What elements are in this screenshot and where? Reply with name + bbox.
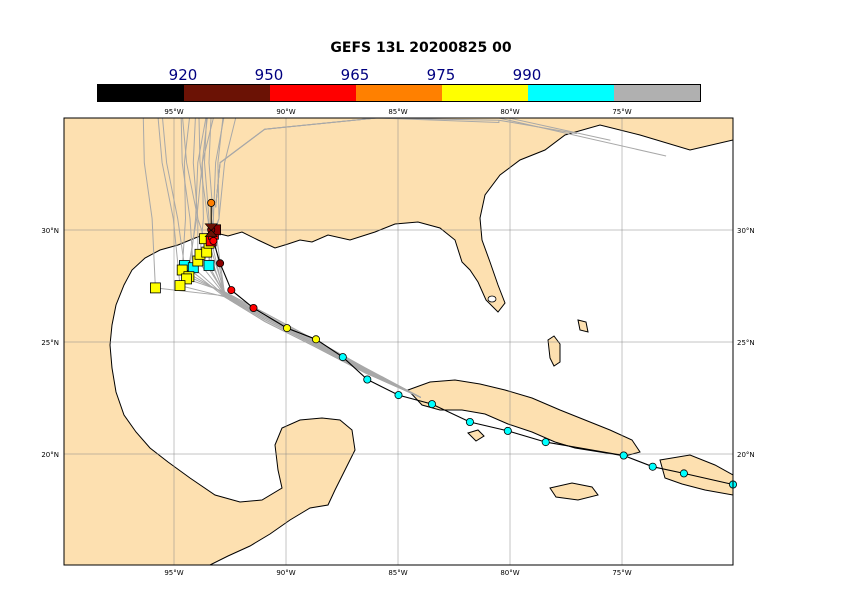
map-frame	[63, 117, 734, 566]
lat-tick-30n-right: 30°N	[737, 227, 755, 235]
track-point-10	[338, 353, 347, 362]
ensemble-endpoint-2	[203, 260, 215, 271]
ensemble-endpoint-5	[181, 273, 193, 285]
track-point-6	[465, 417, 474, 426]
lat-tick-30n-left: 30°N	[41, 227, 59, 235]
colorbar-segment-0	[98, 85, 184, 101]
track-point-14	[227, 286, 236, 295]
track-point-5	[503, 426, 512, 435]
lat-tick-25n-left: 25°N	[41, 339, 59, 347]
track-point-4	[541, 438, 550, 447]
track-point-18	[207, 198, 216, 207]
lat-tick-20n-left: 20°N	[41, 451, 59, 459]
lon-tick-80w-top: 80°W	[500, 108, 519, 116]
colorbar-label-950: 950	[254, 66, 284, 84]
colorbar-label-990: 990	[512, 66, 542, 84]
hispaniola-land	[659, 454, 733, 496]
colorbar-segment-3	[356, 85, 442, 101]
landfall-marker	[204, 223, 218, 238]
ensemble-endpoint-7	[149, 282, 161, 294]
track-point-9	[363, 375, 372, 384]
lon-tick-85w-top: 85°W	[388, 108, 407, 116]
lake-okeechobee	[487, 295, 497, 303]
colorbar-segment-6	[614, 85, 700, 101]
colorbar-segment-5	[528, 85, 614, 101]
lon-tick-90w-bottom: 90°W	[276, 569, 295, 577]
track-point-12	[282, 324, 291, 333]
track-point-13	[249, 303, 258, 312]
track-point-15	[216, 259, 225, 268]
track-markers	[149, 198, 738, 489]
lon-tick-80w-bottom: 80°W	[500, 569, 519, 577]
colorbar-label-920: 920	[168, 66, 198, 84]
lat-tick-25n-right: 25°N	[737, 339, 755, 347]
colorbar-segment-4	[442, 85, 528, 101]
colorbar-label-965: 965	[340, 66, 370, 84]
track-point-1	[679, 469, 688, 478]
track-point-8	[394, 391, 403, 400]
lon-tick-75w-bottom: 75°W	[612, 569, 631, 577]
ensemble-track-13	[198, 118, 422, 398]
ensemble-track-12	[182, 118, 422, 398]
ensemble-recurve-3	[215, 118, 611, 208]
lon-tick-85w-bottom: 85°W	[388, 569, 407, 577]
pressure-colorbar	[97, 84, 701, 102]
colorbar-segment-2	[270, 85, 356, 101]
colorbar-segment-1	[184, 85, 270, 101]
track-point-2	[648, 462, 657, 471]
colorbar-label-975: 975	[426, 66, 456, 84]
jamaica-land	[549, 482, 599, 501]
ensemble-endpoint-10	[201, 246, 213, 258]
bahamas-land	[547, 335, 561, 367]
lon-tick-90w-top: 90°W	[276, 108, 295, 116]
track-point-7	[427, 400, 436, 409]
lon-tick-95w-bottom: 95°W	[164, 569, 183, 577]
track-point-3	[619, 451, 628, 460]
chart-title: GEFS 13L 20200825 00	[330, 40, 512, 56]
lat-tick-20n-right: 20°N	[737, 451, 755, 459]
ensemble-endpoint-6	[174, 280, 186, 292]
track-point-11	[311, 335, 320, 344]
track-point-16	[209, 236, 218, 245]
bahamas-land-2	[577, 319, 589, 333]
isla-juventud-land	[467, 429, 485, 442]
lon-tick-95w-top: 95°W	[164, 108, 183, 116]
lon-tick-75w-top: 75°W	[612, 108, 631, 116]
ensemble-tracks	[142, 118, 667, 398]
